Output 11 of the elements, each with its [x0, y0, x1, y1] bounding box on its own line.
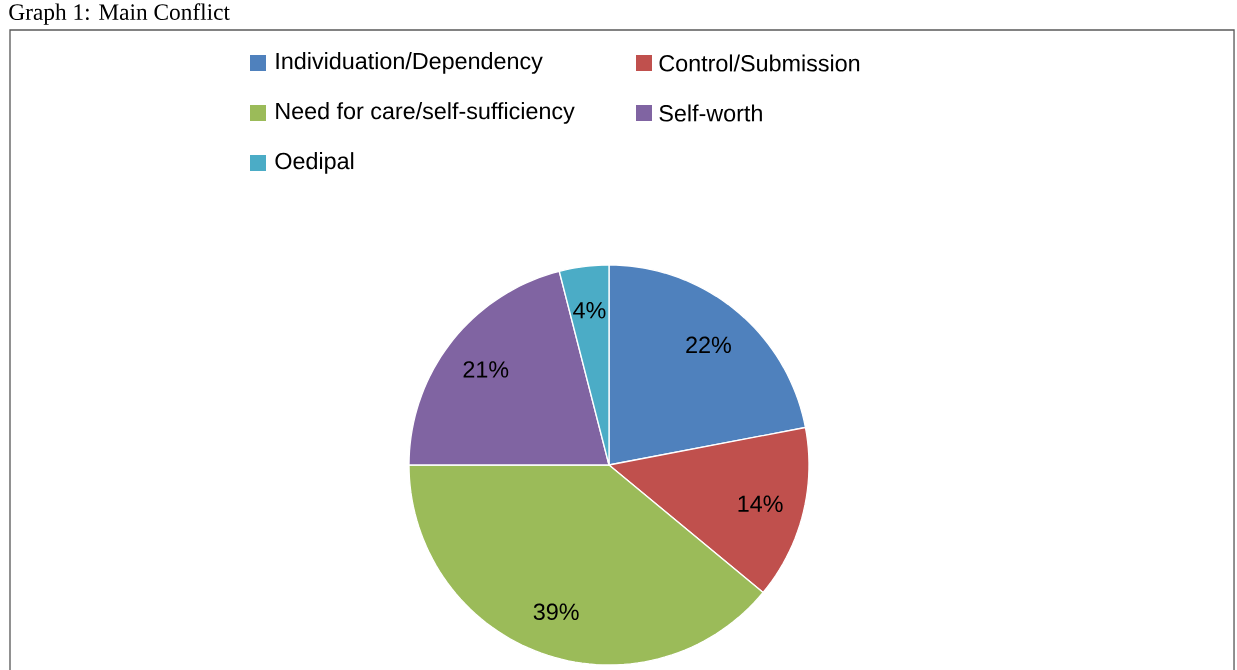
data-label: 14% — [738, 495, 783, 512]
legend-label: Self-worth — [659, 104, 762, 122]
legend-label: Oedipal — [275, 152, 354, 174]
data-label: 21% — [463, 361, 509, 378]
legend-label: Individuation/Dependency — [276, 52, 543, 74]
data-label: 22% — [686, 336, 731, 354]
legend-label: Control/Submission — [659, 54, 860, 72]
legend-label: Need for care/self-sufficiency — [276, 102, 575, 124]
chart-title: Graph 1: Main Conflict — [9, 3, 230, 25]
data-label: 4% — [573, 302, 606, 319]
data-label: 39% — [533, 603, 579, 621]
